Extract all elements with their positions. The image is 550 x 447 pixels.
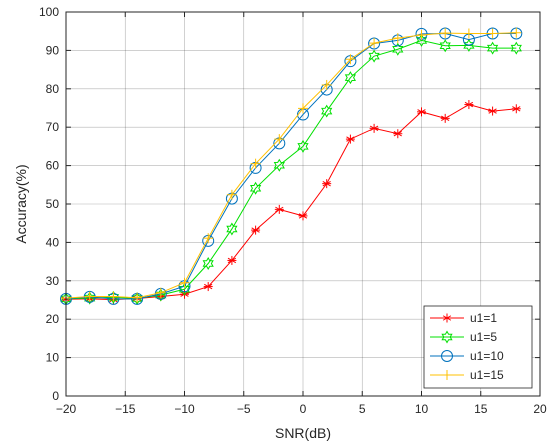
data-point: [273, 158, 285, 172]
data-point: [226, 222, 238, 236]
legend-label: u1=15: [470, 368, 504, 382]
data-point: [440, 113, 450, 123]
data-point: [179, 277, 190, 288]
data-point: [155, 287, 166, 298]
data-point: [249, 181, 262, 195]
x-tick-label: 5: [359, 402, 366, 416]
legend-box: [423, 305, 533, 389]
y-tick-label: 10: [46, 351, 60, 365]
data-point: [439, 39, 451, 53]
legend-item: u1=1: [430, 311, 497, 325]
data-point: [274, 134, 285, 145]
data-point: [227, 255, 237, 265]
x-tick-label: −10: [174, 402, 195, 416]
legend-marker: [441, 350, 453, 362]
data-point: [417, 107, 426, 117]
data-point: [226, 189, 237, 200]
y-axis-ticks: 0 10 20 30 40 50 60 70 80 90 100: [39, 5, 540, 403]
x-tick-label: −15: [115, 402, 136, 416]
series-u1=15: [61, 27, 522, 304]
data-point: [369, 38, 380, 49]
legend-marker: [442, 370, 452, 380]
data-point: [345, 134, 355, 144]
data-point: [393, 129, 403, 139]
legend-marker: [441, 330, 453, 344]
data-point: [463, 28, 474, 39]
legend-marker: [442, 313, 452, 323]
data-point: [298, 103, 308, 114]
data-point: [486, 41, 499, 55]
legend-item: u1=15: [430, 368, 504, 382]
grid-lines: [66, 12, 540, 396]
data-point: [321, 79, 332, 90]
x-tick-label: −5: [237, 402, 251, 416]
y-tick-label: 60: [46, 159, 60, 173]
data-point: [297, 139, 309, 153]
y-tick-label: 0: [52, 389, 59, 403]
data-point: [488, 106, 498, 116]
data-point: [392, 33, 403, 44]
data-point: [416, 30, 427, 41]
data-point: [298, 211, 308, 221]
y-tick-label: 50: [46, 197, 60, 211]
y-tick-label: 80: [46, 82, 60, 96]
y-tick-label: 20: [46, 312, 60, 326]
y-tick-label: 70: [46, 120, 60, 134]
data-point: [345, 54, 356, 65]
legend-item: u1=10: [430, 349, 504, 363]
legend-label: u1=5: [470, 330, 497, 344]
legend-item: u1=5: [430, 330, 497, 344]
data-point: [487, 28, 498, 39]
data-point: [203, 233, 214, 244]
x-axis-label: SNR(dB): [275, 425, 331, 441]
data-point: [202, 257, 214, 271]
data-point: [132, 292, 143, 303]
y-tick-label: 90: [46, 43, 60, 57]
legend: u1=1 u1=5 u1=10 u1=15: [423, 305, 533, 389]
data-point: [322, 179, 332, 189]
y-tick-label: 30: [46, 274, 60, 288]
data-point: [274, 204, 284, 214]
data-point: [344, 71, 357, 85]
y-axis-label: Accuracy(%): [13, 164, 29, 243]
x-tick-label: 0: [300, 402, 307, 416]
y-tick-label: 40: [46, 235, 60, 249]
data-point: [440, 28, 451, 39]
data-point: [510, 41, 522, 55]
x-tick-label: 15: [474, 402, 488, 416]
data-point: [368, 37, 381, 50]
data-point: [203, 282, 213, 292]
y-tick-label: 100: [39, 5, 59, 19]
legend-label: u1=10: [470, 349, 504, 363]
data-point: [321, 104, 333, 118]
x-axis-ticks: −20 −15 −10 −5 0 5 10 15 20: [56, 12, 547, 416]
data-point: [250, 158, 261, 169]
data-point: [464, 100, 474, 110]
x-tick-label: 10: [415, 402, 429, 416]
data-point: [251, 225, 261, 235]
data-point: [368, 49, 380, 63]
data-point: [415, 33, 428, 47]
data-point: [84, 291, 95, 302]
legend-label: u1=1: [470, 311, 497, 325]
data-point: [369, 123, 379, 133]
data-point: [108, 291, 119, 302]
data-point: [511, 104, 521, 114]
data-point: [511, 27, 522, 38]
data-point: [392, 42, 404, 56]
x-tick-label: −20: [56, 402, 77, 416]
data-point: [107, 290, 120, 304]
x-tick-label: 20: [533, 402, 547, 416]
data-point: [178, 282, 191, 296]
